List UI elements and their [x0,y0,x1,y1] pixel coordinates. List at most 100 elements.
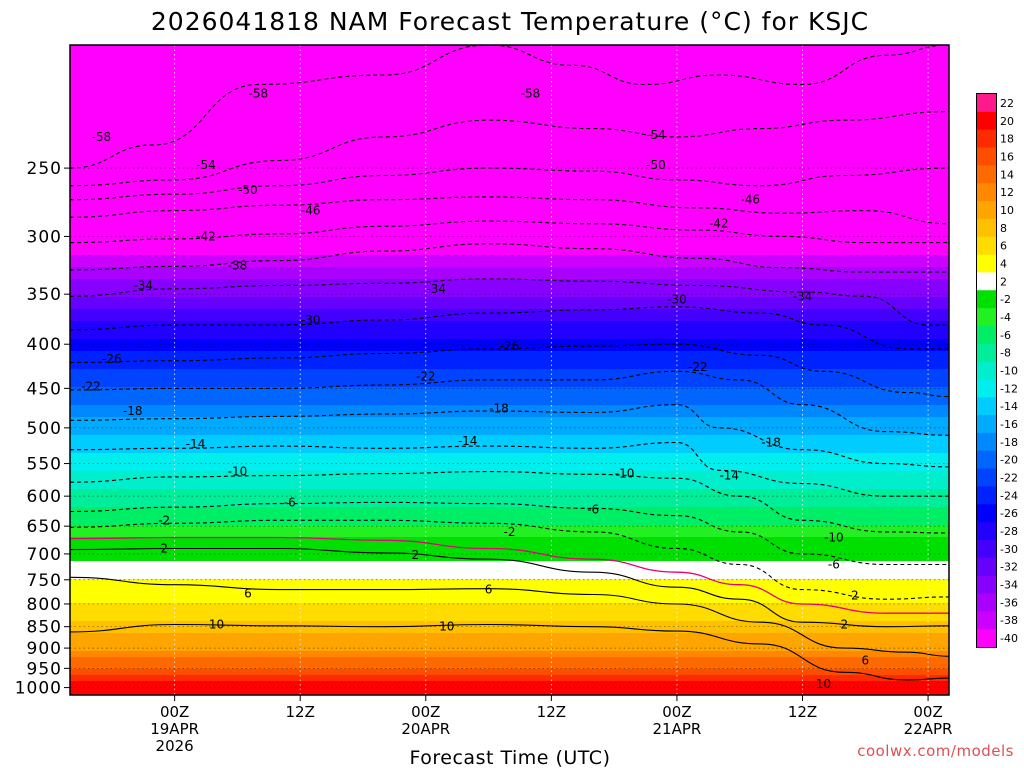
contour-label: -42 [709,217,729,231]
temperature-band [70,603,949,610]
grid-lines [70,45,949,695]
colorbar-swatch [977,343,996,362]
colorbar-swatch [977,325,996,345]
temperature-band [70,393,949,400]
temperature-band [70,507,949,514]
y-tick-label: 700 [27,545,62,565]
colorbar-label: -20 [1000,454,1018,467]
temperature-band [70,669,949,676]
contour-label: -30 [301,313,321,327]
temperature-band [70,63,949,70]
temperature-band [70,129,949,136]
colorbar-swatch [977,183,996,202]
temperature-band [70,273,949,280]
y-tick-label: 850 [27,618,62,638]
x-tick-label: 20APR [401,720,450,738]
temperature-band [70,249,949,256]
colorbar-swatch [977,147,996,166]
colorbar-swatch [977,504,996,523]
temperature-band [70,183,949,190]
y-tick-label: 750 [27,571,62,591]
temperature-band [70,459,949,466]
temperature-band [70,651,949,658]
freezing-contour-line [70,536,949,614]
colorbar-swatch [977,129,996,148]
colorbar-swatch [977,165,996,184]
colorbar-label: -22 [1000,472,1018,485]
y-tick-label: 800 [27,595,62,615]
colorbar-swatch [977,397,996,416]
temperature-band [70,303,949,310]
colorbar-swatch [977,611,996,630]
contour-label: 6 [861,653,869,667]
temperature-band [70,321,949,328]
temperature-band [70,447,949,454]
temperature-band [70,633,949,640]
contour-label: 2 [412,548,420,562]
colorbar-swatch [977,486,996,505]
temperature-band [70,159,949,166]
x-tick-label: 21APR [653,720,702,738]
temperature-band [70,537,949,544]
y-tick-label: 650 [27,517,62,537]
contour-label: 10 [816,677,831,691]
contour-label: -38 [228,258,248,272]
contour-label: -2 [504,525,516,539]
x-tick-label: 00Z [160,703,189,721]
temperature-band [70,291,949,298]
contour-label: -14 [458,434,478,448]
temperature-band [70,267,949,274]
colorbar-label: -16 [1000,418,1018,431]
colorbar-label: -4 [1000,311,1011,324]
temperature-band [70,381,949,388]
contour-label: -14 [719,469,739,483]
colorbar-swatch [977,254,996,273]
temperature-band [70,315,949,322]
colorbar-swatch [977,450,996,469]
temperature-band [70,435,949,442]
contour-label: -34 [793,289,813,303]
temperature-band [70,309,949,316]
contour-label: -30 [667,292,687,306]
colorbar-swatch [977,236,996,255]
colorbar-label: -34 [1000,579,1018,592]
y-tick-label: 600 [27,487,62,507]
contour-line [70,441,949,497]
contour-line [70,547,949,628]
temperature-band [70,423,949,430]
temperature-band [70,585,949,592]
x-tick-label: 22APR [904,720,953,738]
temperature-band [70,45,949,52]
colorbar-swatch [977,522,996,541]
temperature-band [70,657,949,664]
x-tick-label: 00Z [913,703,942,721]
temperature-band [70,615,949,622]
contour-label: -26 [500,339,520,353]
colorbar-swatch [977,468,996,487]
temperature-band [70,489,949,496]
contour-line [70,576,949,657]
y-tick-label: 500 [27,419,62,439]
temperature-band [70,591,949,598]
temperature-band [70,471,949,478]
colorbar-label: 14 [1000,168,1014,181]
colorbar-label: -38 [1000,614,1018,627]
temperature-band [70,213,949,220]
contour-label: -54 [646,128,666,142]
temperature-band [70,345,949,352]
contour-lines [70,45,949,681]
colorbar-label: -6 [1000,329,1011,342]
x-tick-label: 00Z [411,703,440,721]
contour-label: -2 [158,513,170,527]
contour-line [70,519,949,600]
y-tick-label: 950 [27,659,62,679]
y-tick-label: 900 [27,639,62,659]
colorbar-label: 18 [1000,133,1014,146]
colorbar-label: 12 [1000,186,1014,199]
temperature-band [70,531,949,538]
colorbar-label: -2 [1000,293,1011,306]
contour-label: 2 [851,588,859,602]
temperature-band [70,483,949,490]
